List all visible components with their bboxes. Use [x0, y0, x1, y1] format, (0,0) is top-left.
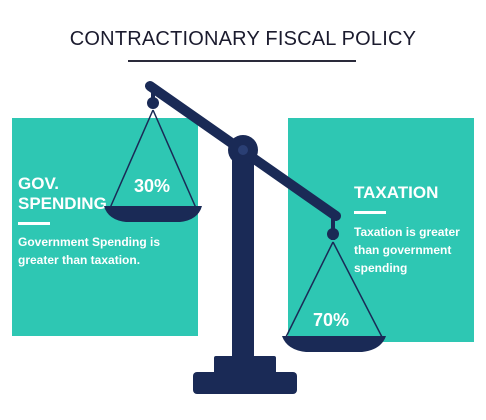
- page-title: CONTRACTIONARY FISCAL POLICY: [69, 28, 417, 50]
- gov-spending-description-line1: Government Spending is: [18, 235, 161, 249]
- gov-spending-heading-line1: GOV.: [18, 174, 59, 193]
- gov-spending-underline: [18, 222, 50, 225]
- gov-spending-description-line2: greater than taxation.: [18, 253, 141, 267]
- taxation-heading: TAXATION: [354, 183, 439, 202]
- gov-spending-heading-line2: SPENDING: [18, 194, 107, 213]
- scale-base: [193, 372, 297, 394]
- taxation-panel: [288, 118, 474, 342]
- left-pan-string-left: [109, 109, 154, 209]
- taxation-description-line2: than government: [354, 243, 452, 257]
- left-pan-string-right: [152, 109, 197, 209]
- taxation-description-line3: spending: [354, 261, 408, 275]
- scale-base-step: [214, 356, 276, 374]
- gov-spending-panel: [12, 118, 198, 336]
- right-pan: [282, 336, 386, 352]
- taxation-underline: [354, 211, 386, 214]
- scale-pillar: [232, 150, 254, 358]
- taxation-description-line1: Taxation is greater: [354, 225, 460, 239]
- left-pan: [104, 206, 202, 222]
- scale-pivot-center: [238, 145, 248, 155]
- right-pan-string-right: [332, 241, 383, 338]
- right-pan-string-left: [285, 241, 334, 338]
- taxation-percent: 70%: [313, 310, 350, 330]
- title-underline: [128, 60, 356, 62]
- gov-spending-percent: 30%: [134, 176, 171, 196]
